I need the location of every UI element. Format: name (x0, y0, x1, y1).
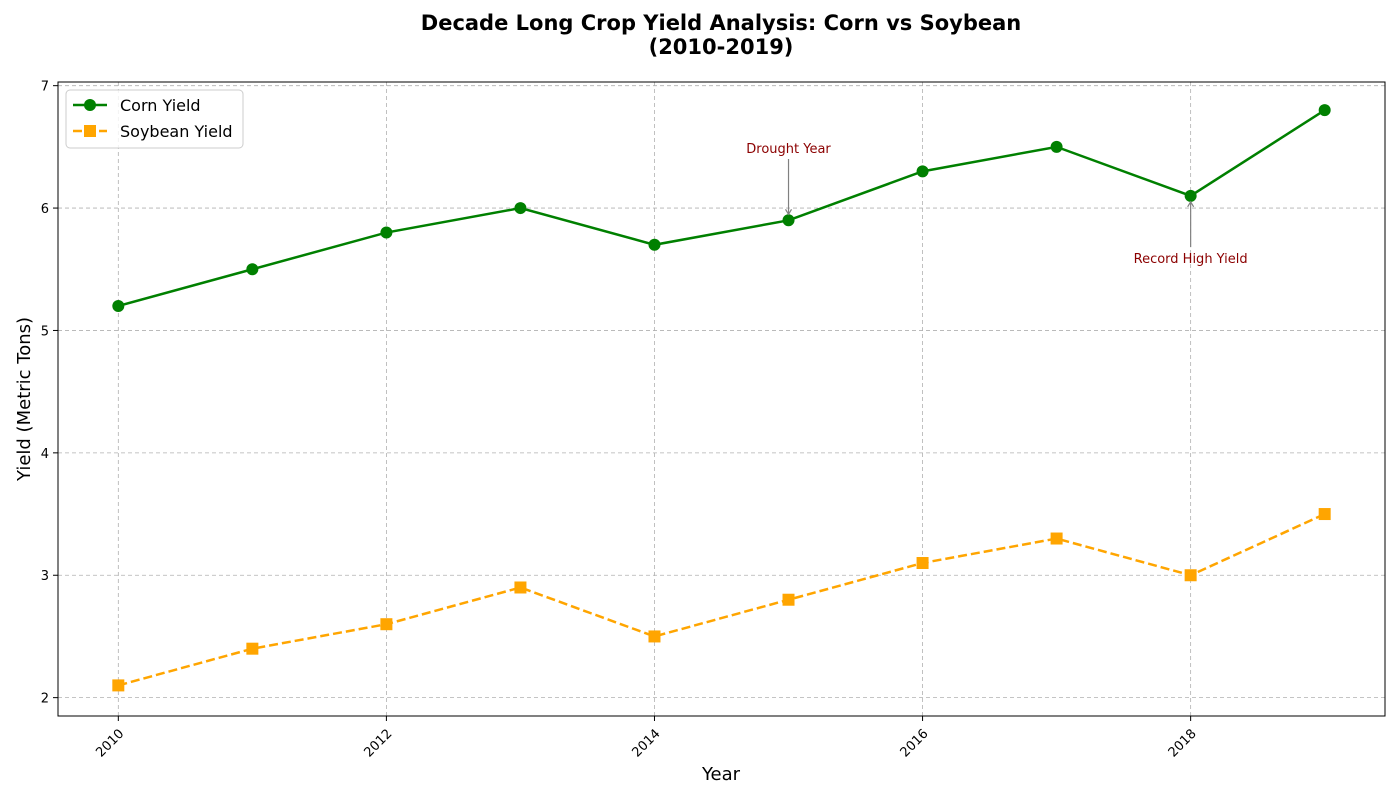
corn-point-2013 (514, 202, 527, 215)
legend-label-0: Corn Yield (120, 96, 201, 115)
annotation-label-0: Drought Year (746, 142, 831, 157)
y-axis-label: Yield (Metric Tons) (14, 317, 35, 482)
x-tick-label: 2010 (93, 726, 127, 760)
soybean-point-2019 (1318, 508, 1331, 521)
x-tick-label: 2012 (361, 726, 395, 760)
soybean-point-2012 (380, 618, 393, 631)
annotation-arrowhead-1 (1187, 200, 1195, 208)
soybean-point-2010 (112, 679, 125, 692)
grid (58, 82, 1385, 716)
corn-point-2011 (246, 263, 259, 276)
legend-marker-1 (84, 125, 96, 137)
soybean-point-2013 (514, 581, 527, 594)
y-tick-label: 4 (41, 447, 49, 462)
soybean-point-2014 (648, 630, 661, 643)
corn-point-2010 (112, 299, 125, 312)
x-tick-label: 2014 (630, 726, 664, 760)
series-line-0 (117, 109, 1326, 308)
corn-point-2018 (1184, 189, 1197, 202)
y-tick-label: 6 (41, 202, 49, 217)
corn-point-2019 (1318, 104, 1331, 117)
chart-title: Decade Long Crop Yield Analysis: Corn vs… (421, 11, 1021, 35)
legend: Corn Yield Soybean Yield (65, 89, 244, 149)
soybean-point-2018 (1184, 569, 1197, 582)
legend-label-1: Soybean Yield (120, 122, 233, 141)
corn-point-2014 (648, 238, 661, 251)
corn-point-2012 (380, 226, 393, 239)
x-axis-label: Year (701, 764, 741, 785)
annotation-label-1: Record High Yield (1134, 252, 1248, 267)
y-tick-label: 7 (41, 80, 49, 95)
plot-frame (57, 81, 1386, 717)
corn-point-2016 (916, 165, 929, 178)
soybean-point-2016 (916, 557, 929, 570)
y-tick-label: 2 (41, 692, 49, 707)
chart-title-line2: (2010-2019) (649, 35, 794, 59)
series-layer (112, 104, 1331, 692)
x-tick-label: 2018 (1166, 726, 1200, 760)
soybean-point-2017 (1050, 532, 1063, 545)
legend-marker-0 (84, 99, 96, 111)
corn-point-2017 (1050, 140, 1063, 153)
x-tick-label: 2016 (898, 726, 932, 760)
soybean-point-2015 (782, 593, 795, 606)
corn-point-2015 (782, 214, 795, 227)
annotation-arrowhead-0 (785, 208, 793, 216)
y-tick-label: 3 (41, 569, 49, 584)
soybean-point-2011 (246, 642, 259, 655)
y-tick-label: 5 (41, 324, 49, 339)
annotations: Drought Year Record High Yield (746, 142, 1247, 267)
series-line-1 (117, 512, 1326, 687)
legend-box (65, 89, 244, 149)
